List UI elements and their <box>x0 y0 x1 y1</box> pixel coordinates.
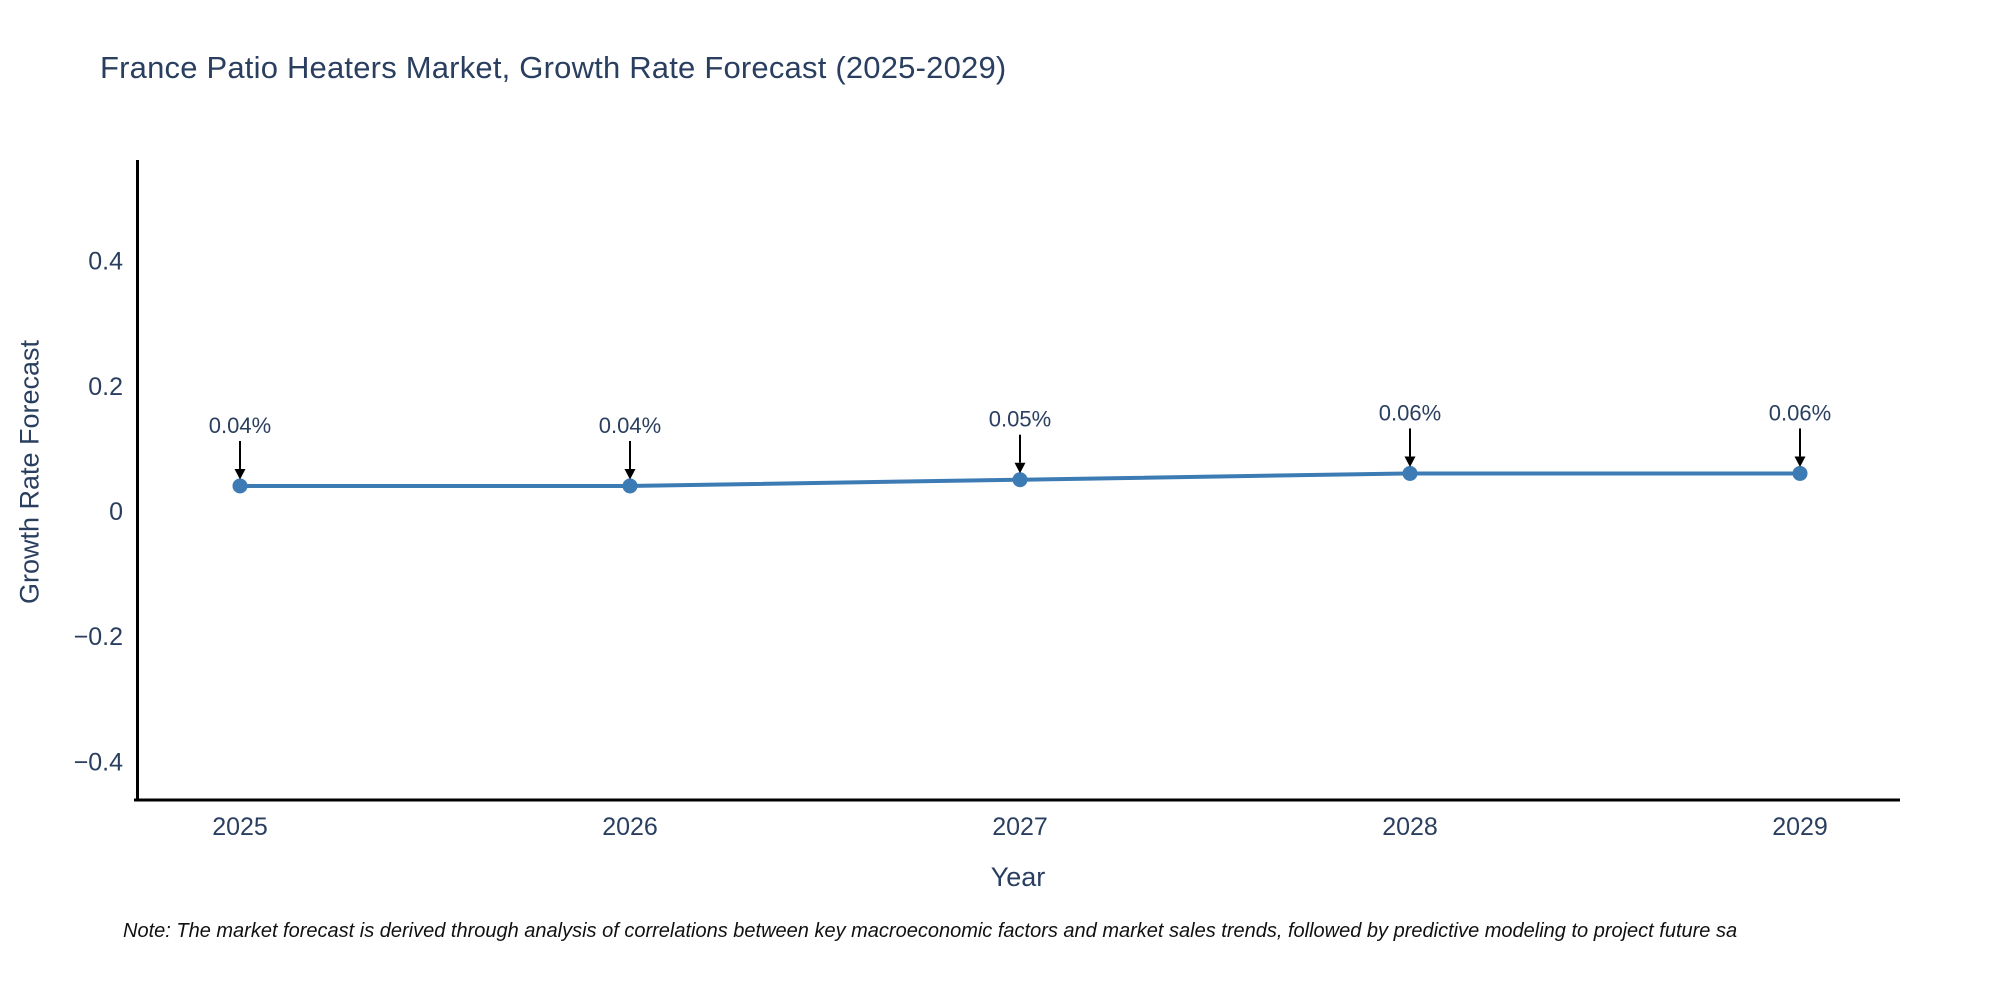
data-point-label: 0.06% <box>1379 400 1441 425</box>
data-point-label: 0.04% <box>209 413 271 438</box>
x-tick-label: 2028 <box>1382 813 1438 841</box>
y-tick-label: 0.2 <box>88 373 123 401</box>
y-tick-label: 0.4 <box>88 248 123 276</box>
data-point-marker <box>232 478 248 494</box>
data-point-label: 0.05% <box>989 407 1051 432</box>
y-tick-label: −0.2 <box>74 623 123 651</box>
annotation-arrowhead <box>1794 456 1806 467</box>
data-point-marker <box>1012 472 1028 488</box>
data-point-marker <box>622 478 638 494</box>
data-point-label: 0.06% <box>1769 400 1831 425</box>
data-point-label: 0.04% <box>599 413 661 438</box>
annotation-arrowhead <box>234 468 246 480</box>
y-tick-label: 0 <box>109 498 123 526</box>
x-tick-label: 2027 <box>992 813 1048 841</box>
annotation-arrowhead <box>1404 456 1416 467</box>
x-tick-label: 2025 <box>212 813 268 841</box>
x-tick-label: 2026 <box>602 813 658 841</box>
chart-title: France Patio Heaters Market, Growth Rate… <box>100 50 1007 85</box>
footnote: Note: The market forecast is derived thr… <box>123 920 1738 942</box>
x-axis-title: Year <box>990 862 1046 892</box>
x-tick-label: 2029 <box>1772 813 1828 841</box>
annotation-arrowhead <box>624 468 636 480</box>
annotation-arrowhead <box>1014 462 1026 474</box>
data-point-marker <box>1792 465 1808 481</box>
data-point-marker <box>1402 465 1418 481</box>
y-tick-label: −0.4 <box>74 748 123 776</box>
